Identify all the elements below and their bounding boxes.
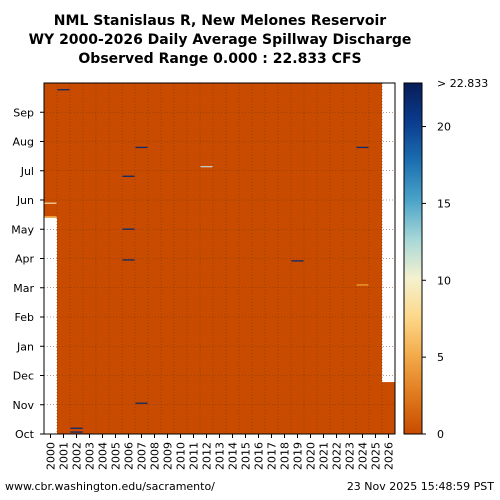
x-tick-label-2012: 2012 <box>201 442 214 470</box>
y-tick-label-Jul: Jul <box>20 165 34 178</box>
x-tick-label-2026: 2026 <box>383 442 396 470</box>
y-axis: Oct Nov Dec Jan Feb Mar Apr May Jun Jul Aug Sep <box>11 106 44 441</box>
y-tick-label-May: May <box>11 223 34 236</box>
heatmap-column-2004 <box>96 83 110 434</box>
heatmap-column-2002 <box>70 83 84 434</box>
x-tick-label-2006: 2006 <box>123 442 136 470</box>
colorbar-tick-label-10: 10 <box>437 274 451 287</box>
colorbar-tick-label-20: 20 <box>437 121 451 134</box>
x-tick-label-2020: 2020 <box>305 442 318 470</box>
footer-source-url: www.cbr.washington.edu/sacramento/ <box>5 480 215 493</box>
heatmap-column-2001 <box>57 83 71 434</box>
y-tick-label-Oct: Oct <box>15 428 35 441</box>
y-tick-label-Mar: Mar <box>13 282 34 295</box>
x-tick-label-2013: 2013 <box>214 442 227 470</box>
x-tick-label-2007: 2007 <box>136 442 149 470</box>
heatmap-column-2008 <box>148 83 162 434</box>
heatmap-column-2014 <box>226 83 240 434</box>
x-tick-label-2023: 2023 <box>344 442 357 470</box>
x-tick-label-2014: 2014 <box>227 442 240 470</box>
x-tick-label-2018: 2018 <box>279 442 292 470</box>
x-axis: 2000 2001 2002 2003 2004 2005 2006 2007 2008 2009… <box>45 434 396 470</box>
heatmap-column-2010 <box>174 83 188 434</box>
heatmap-column-2007 <box>135 83 149 434</box>
x-tick-label-2008: 2008 <box>149 442 162 470</box>
heatmap-column-2025 <box>369 83 383 434</box>
y-tick-label-Sep: Sep <box>13 106 34 119</box>
colorbar-tick-label-15: 15 <box>437 197 451 210</box>
y-tick-label-Aug: Aug <box>13 136 34 149</box>
x-tick-label-2000: 2000 <box>45 442 58 470</box>
heatmap-column-2020 <box>304 83 318 434</box>
missing-data-2026 <box>382 83 395 383</box>
heatmap-column-2011 <box>187 83 201 434</box>
title-line-3: Observed Range 0.000 : 22.833 CFS <box>78 51 361 67</box>
x-tick-label-2025: 2025 <box>370 442 383 470</box>
x-tick-label-2015: 2015 <box>240 442 253 470</box>
x-tick-label-2005: 2005 <box>110 442 123 470</box>
y-tick-label-Nov: Nov <box>13 399 35 412</box>
y-tick-label-Dec: Dec <box>13 370 34 383</box>
heatmap-column-2005 <box>109 83 123 434</box>
title-line-2: WY 2000-2026 Daily Average Spillway Disc… <box>29 32 412 48</box>
x-tick-label-2010: 2010 <box>175 442 188 470</box>
y-tick-label-Feb: Feb <box>15 311 34 324</box>
heatmap-column-2016 <box>252 83 266 434</box>
chart-title: NML Stanislaus R, New Melones Reservoir … <box>29 13 412 67</box>
colorbar-gradient <box>403 82 423 435</box>
x-tick-label-2003: 2003 <box>84 442 97 470</box>
missing-data-2000 <box>44 217 57 434</box>
heatmap-column-2023 <box>343 83 357 434</box>
y-tick-label-Jun: Jun <box>16 194 34 207</box>
colorbar: 0 5 10 15 20 > 22.833 <box>403 77 488 441</box>
x-tick-label-2009: 2009 <box>162 442 175 470</box>
x-tick-label-2024: 2024 <box>357 442 370 470</box>
x-tick-label-2021: 2021 <box>318 442 331 470</box>
x-tick-label-2001: 2001 <box>58 442 71 470</box>
colorbar-tick-label-0: 0 <box>437 428 444 441</box>
heatmap-plot-area <box>43 82 396 435</box>
colorbar-tick-label-5: 5 <box>437 351 444 364</box>
heatmap-column-2013 <box>213 83 227 434</box>
x-tick-label-2022: 2022 <box>331 442 344 470</box>
y-tick-label-Jan: Jan <box>16 340 34 353</box>
heatmap-column-2017 <box>265 83 279 434</box>
y-tick-label-Apr: Apr <box>15 253 35 266</box>
x-tick-label-2019: 2019 <box>292 442 305 470</box>
colorbar-top-label: > 22.833 <box>437 77 488 90</box>
x-tick-label-2017: 2017 <box>266 442 279 470</box>
x-tick-label-2002: 2002 <box>71 442 84 470</box>
heatmap-column-2022 <box>330 83 344 434</box>
footer-timestamp: 23 Nov 2025 15:48:59 PST <box>347 480 494 493</box>
x-tick-label-2004: 2004 <box>97 442 110 470</box>
x-tick-label-2016: 2016 <box>253 442 266 470</box>
x-tick-label-2011: 2011 <box>188 442 201 470</box>
title-line-1: NML Stanislaus R, New Melones Reservoir <box>54 13 387 29</box>
heatmap-column-2019 <box>291 83 305 434</box>
